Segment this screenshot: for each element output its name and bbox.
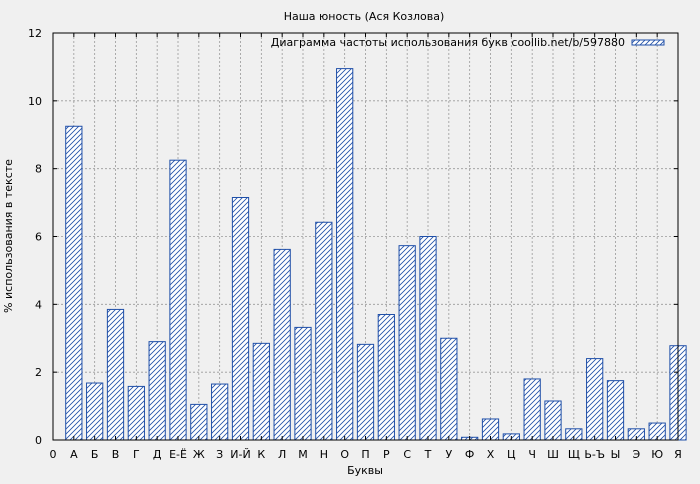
x-tick-label: Ш xyxy=(547,448,559,461)
legend-label: Диаграмма частоты использования букв coo… xyxy=(271,36,625,49)
bar-С xyxy=(398,245,416,441)
bar-Е-Ё xyxy=(169,159,187,441)
x-tick-label: Ц xyxy=(507,448,516,461)
bar-М xyxy=(294,326,312,441)
bars xyxy=(65,68,687,441)
x-tick-label: А xyxy=(70,448,78,461)
x-tick-label: Е-Ё xyxy=(169,448,187,461)
x-tick-label: Б xyxy=(91,448,99,461)
grid xyxy=(53,33,678,440)
x-tick-label: С xyxy=(403,448,411,461)
x-tick-label: К xyxy=(257,448,265,461)
bar-Б xyxy=(86,382,104,441)
x-tick-label: Н xyxy=(320,448,328,461)
x-tick-label: Ж xyxy=(193,448,205,461)
bar-К xyxy=(252,342,270,441)
legend: Диаграмма частоты использования букв coo… xyxy=(271,36,665,49)
x-tick-label: Г xyxy=(133,448,140,461)
y-tick-label: 10 xyxy=(28,95,42,108)
bar-Р xyxy=(377,314,395,441)
y-tick-label: 4 xyxy=(35,298,42,311)
x-tick-label: 0 xyxy=(50,448,57,461)
bar-Ж xyxy=(190,403,208,441)
y-tick-label: 8 xyxy=(35,163,42,176)
ticks: 0 А Б В Г Д Е-Ё Ж З И-Й К Л М Н О П Р С Т У Ф Х Ц Ч Ш Щ Ь-Ъ Ы Э Ю Я024… xyxy=(28,27,682,461)
x-tick-label: У xyxy=(445,448,452,461)
bar-И-Й xyxy=(231,196,250,441)
x-tick-label: З xyxy=(216,448,223,461)
bar-П xyxy=(356,343,375,441)
chart-title: Наша юность (Ася Козлова) xyxy=(284,10,445,23)
x-tick-label: П xyxy=(361,448,369,461)
bar-Л xyxy=(273,248,291,441)
x-tick-label: О xyxy=(340,448,349,461)
x-tick-label: Ю xyxy=(651,448,663,461)
x-tick-label: Я xyxy=(674,448,682,461)
y-tick-label: 2 xyxy=(35,366,42,379)
bar-Ч xyxy=(523,378,541,441)
y-tick-label: 6 xyxy=(35,231,42,244)
bar-Г xyxy=(127,385,145,441)
x-tick-label: И-Й xyxy=(230,448,250,461)
bar-Н xyxy=(315,221,333,441)
bar-З xyxy=(211,383,229,441)
bar-Ш xyxy=(544,400,562,441)
bar-Ь-Ъ xyxy=(586,358,604,441)
x-tick-label: Ф xyxy=(465,448,474,461)
x-tick-label: Ы xyxy=(611,448,621,461)
legend-swatch xyxy=(631,39,665,46)
bar-О xyxy=(336,68,354,441)
y-tick-label: 0 xyxy=(35,434,42,447)
x-tick-label: Т xyxy=(424,448,432,461)
x-tick-label: Д xyxy=(153,448,162,461)
bar-Ы xyxy=(606,380,625,441)
x-tick-label: Л xyxy=(278,448,286,461)
y-axis-label: % использования в тексте xyxy=(2,159,15,313)
bar-Д xyxy=(148,341,166,441)
x-tick-label: Р xyxy=(383,448,390,461)
x-tick-label: Щ xyxy=(568,448,580,461)
x-tick-label: В xyxy=(112,448,120,461)
x-tick-label: Х xyxy=(487,448,495,461)
x-tick-label: Э xyxy=(632,448,640,461)
bar-У xyxy=(440,337,458,441)
x-tick-label: Ч xyxy=(528,448,536,461)
bar-А xyxy=(65,125,83,441)
bar-Т xyxy=(419,236,437,441)
x-axis-label: Буквы xyxy=(347,464,383,477)
x-tick-label: Ь-Ъ xyxy=(584,448,605,461)
y-tick-label: 12 xyxy=(28,27,42,40)
x-tick-label: М xyxy=(298,448,308,461)
bar-В xyxy=(106,308,125,441)
